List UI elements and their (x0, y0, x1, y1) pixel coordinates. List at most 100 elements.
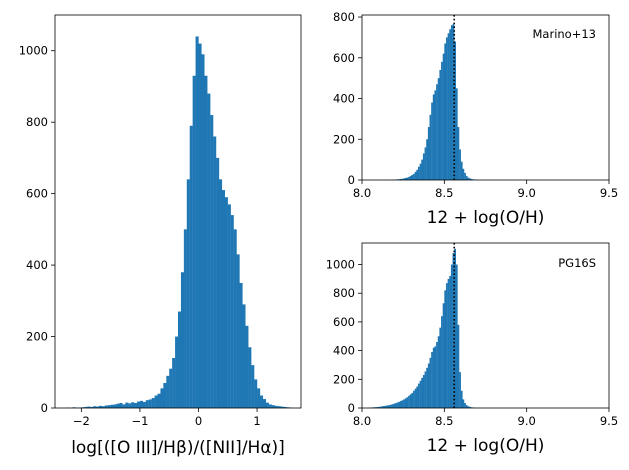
x-tick-label: 8.0 (353, 414, 371, 428)
histogram-bar (447, 278, 450, 408)
histogram-bar (389, 404, 392, 408)
histogram-bar (403, 399, 405, 408)
histogram-bar (163, 382, 167, 408)
y-tick-label: 800 (333, 286, 355, 300)
histogram-bar (201, 54, 205, 409)
histogram-bar (142, 401, 146, 408)
histogram-bar (399, 401, 402, 408)
histogram-bar (172, 357, 176, 408)
histogram-bars (66, 36, 293, 409)
histogram-bar (408, 395, 410, 408)
histogram-bar (160, 388, 164, 408)
histogram-bar (221, 190, 226, 408)
histogram-bar (462, 168, 465, 180)
histogram-bar (125, 402, 129, 408)
histogram-bar (254, 379, 258, 408)
y-tick-label: 1000 (326, 258, 355, 272)
histogram-bar (447, 33, 450, 180)
histogram-bar (183, 229, 187, 408)
y-axis-ticks: 0 200 400 600 800 (333, 10, 362, 187)
histogram-bar (437, 336, 440, 408)
histogram-bar (455, 88, 458, 180)
histogram-bar (444, 290, 447, 408)
histogram-bar (413, 173, 415, 180)
x-axis-ticks: −2 −1 0 1 (73, 408, 261, 428)
histogram-bar (107, 405, 111, 408)
x-tick-label: 9.5 (600, 186, 618, 200)
histogram-bar (98, 405, 103, 408)
histogram-bar (442, 303, 445, 408)
histogram-bar (262, 399, 267, 408)
histogram-bar (375, 407, 377, 408)
histogram-bar (436, 342, 438, 408)
histogram-bar (421, 377, 424, 408)
histogram-bar (441, 316, 443, 408)
histogram-bar (449, 29, 452, 181)
histogram-bar (248, 347, 252, 408)
histogram-bar (257, 388, 261, 408)
histogram-bar (93, 406, 97, 408)
histogram-bar (419, 380, 422, 408)
histogram-bar (398, 401, 401, 408)
histogram-bar (432, 347, 435, 408)
panel-annotation: PG16S (558, 256, 596, 270)
histogram-bar (401, 178, 404, 180)
x-tick-label: −1 (131, 414, 148, 428)
histogram-bar (381, 406, 384, 408)
y-tick-label: 600 (26, 187, 48, 201)
histogram-bar (84, 406, 88, 408)
histogram-panel-pg16s: 8.0 8.5 9.0 9.5 0 200 400 600 800 1000 PG16S 12 … (326, 242, 618, 456)
histogram-bar (467, 406, 470, 408)
histogram-bar (277, 406, 281, 408)
y-tick-label: 200 (333, 372, 355, 386)
x-tick-label: 8.0 (353, 186, 371, 200)
histogram-bar (465, 175, 468, 180)
y-tick-label: 200 (26, 330, 48, 344)
x-axis-label: 12 + log(O/H) (427, 208, 545, 228)
histogram-bar (251, 365, 255, 408)
histogram-bar (271, 405, 275, 408)
histogram-bar (134, 403, 138, 408)
histogram-bar (157, 393, 161, 408)
histogram-bar (445, 283, 448, 408)
axes-frame (54, 14, 302, 409)
histogram-bar (274, 405, 278, 408)
x-tick-label: −2 (73, 414, 90, 428)
histogram-bar (148, 399, 152, 408)
x-tick-label: 1 (253, 414, 260, 428)
panel-annotation: Marino+13 (533, 27, 597, 41)
histogram-bar (427, 127, 430, 180)
histogram-bar (207, 93, 211, 408)
histogram-bar (386, 405, 389, 408)
histogram-bar (409, 394, 412, 408)
histogram-bar (385, 405, 387, 408)
histogram-bar (239, 282, 243, 408)
histogram-bar (283, 406, 287, 408)
histogram-bar (236, 254, 240, 408)
histogram-bar (444, 43, 447, 180)
histogram-bar (411, 174, 414, 180)
histogram-bar (439, 327, 442, 408)
histogram-bar (195, 36, 199, 408)
histogram-bar (219, 179, 223, 408)
x-tick-label: 9.0 (518, 414, 536, 428)
histogram-panel-marino13: 8.0 8.5 9.0 9.5 0 200 400 600 800 Marino+13 12 … (333, 10, 618, 228)
histogram-bar (422, 153, 425, 180)
histogram-bar (434, 90, 437, 180)
histogram-bar (113, 404, 117, 408)
axes-frame (361, 14, 610, 181)
histogram-bar (431, 102, 433, 180)
histogram-bar (260, 395, 264, 408)
x-axis-ticks: 8.0 8.5 9.0 9.5 (353, 180, 618, 200)
histogram-bar (131, 402, 135, 408)
histogram-bar (399, 178, 402, 180)
histogram-bar (432, 94, 435, 180)
histogram-bar (431, 352, 433, 408)
histogram-bar (119, 403, 123, 408)
histogram-bar (455, 264, 458, 408)
histogram-bar (204, 75, 208, 409)
histogram-bar (449, 276, 452, 408)
histogram-bar (427, 363, 430, 408)
histogram-bar (424, 371, 427, 408)
